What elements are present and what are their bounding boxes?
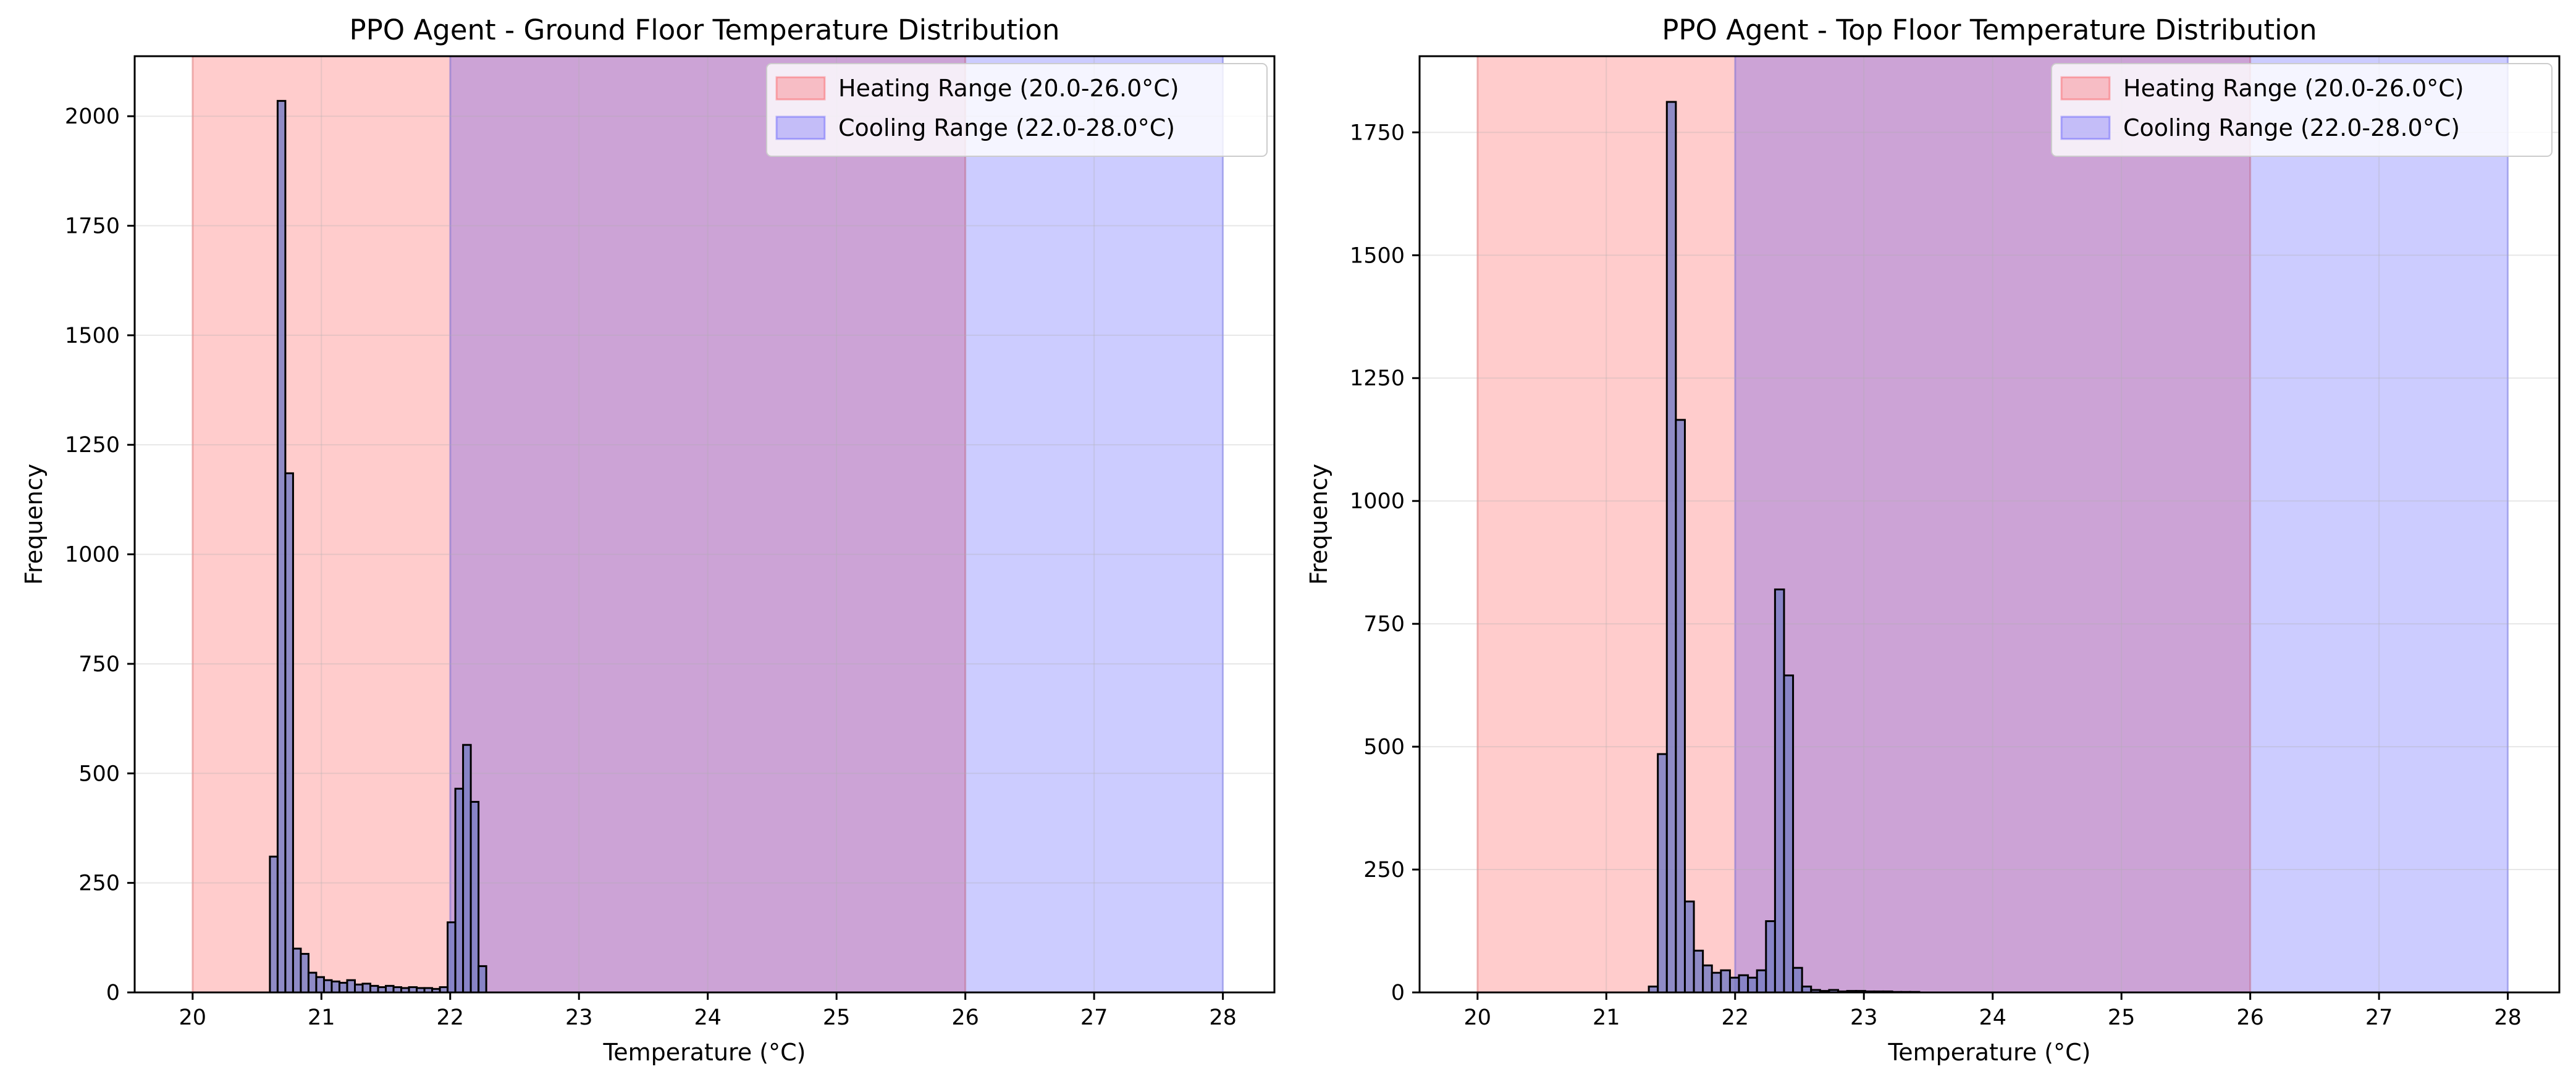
histogram-bar bbox=[469, 800, 480, 994]
histogram-bar bbox=[1720, 969, 1731, 994]
y-tick-label: 500 bbox=[78, 761, 120, 786]
histogram-bar bbox=[330, 980, 340, 994]
legend-label: Heating Range (20.0-26.0°C) bbox=[2123, 75, 2464, 102]
legend-swatch-cooling bbox=[2060, 115, 2111, 140]
x-tick-label: 25 bbox=[2108, 1005, 2136, 1030]
x-tick-label: 24 bbox=[694, 1005, 722, 1030]
histogram-bar bbox=[276, 99, 287, 994]
histogram-bar bbox=[353, 983, 364, 994]
y-tick-label: 1500 bbox=[1350, 243, 1405, 268]
heating-range-band bbox=[1476, 55, 2252, 994]
cooling-range-band bbox=[449, 55, 1224, 994]
x-tick-label: 28 bbox=[1209, 1005, 1237, 1030]
chart-panel-1: 20 21 22 23 24 25 26 27 28 0 250 500 750 1000 1250 1500… bbox=[20, 14, 1276, 1066]
x-tick-label: 24 bbox=[1979, 1005, 2006, 1030]
x-tick-label: 21 bbox=[308, 1005, 335, 1030]
y-tick-label: 2000 bbox=[65, 104, 120, 129]
x-axis-label: Temperature (°C) bbox=[603, 1039, 806, 1066]
histogram-bar bbox=[1783, 674, 1795, 994]
legend-swatch-heating bbox=[2060, 76, 2111, 101]
y-tick-label: 0 bbox=[106, 981, 120, 1005]
chart-title: PPO Agent - Top Floor Temperature Distri… bbox=[1662, 14, 2317, 46]
cooling-range-band bbox=[1734, 55, 2509, 994]
histogram-bar bbox=[1675, 419, 1686, 994]
y-tick-label: 0 bbox=[1391, 981, 1405, 1005]
histogram-bar bbox=[462, 744, 472, 994]
x-tick-label: 22 bbox=[1721, 1005, 1749, 1030]
histogram-bar bbox=[385, 984, 395, 994]
heating-range-band bbox=[192, 55, 967, 994]
histogram-bar bbox=[338, 981, 348, 994]
y-axis-label: Frequency bbox=[1305, 464, 1332, 585]
histogram-bar bbox=[1657, 753, 1668, 994]
histogram-bar bbox=[307, 971, 318, 994]
histogram-bar bbox=[292, 947, 302, 994]
histogram-bar bbox=[447, 921, 457, 994]
x-tick-label: 26 bbox=[951, 1005, 979, 1030]
x-axis-label: Temperature (°C) bbox=[1888, 1039, 2091, 1066]
y-tick-label: 1250 bbox=[1350, 366, 1405, 391]
histogram-bar bbox=[1774, 588, 1785, 994]
histogram-bar bbox=[284, 472, 294, 994]
y-tick-label: 1750 bbox=[65, 214, 120, 239]
histogram-bar bbox=[1693, 949, 1704, 994]
y-tick-label: 1500 bbox=[65, 324, 120, 348]
x-tick-label: 23 bbox=[1850, 1005, 1878, 1030]
y-tick-label: 1750 bbox=[1350, 120, 1405, 145]
histogram-bar bbox=[1747, 976, 1758, 994]
y-tick-label: 1000 bbox=[65, 543, 120, 568]
legend-label: Cooling Range (22.0-28.0°C) bbox=[2123, 114, 2460, 141]
y-tick-label: 250 bbox=[78, 871, 120, 896]
legend: Heating Range (20.0-26.0°C) Cooling Range… bbox=[2051, 63, 2553, 157]
histogram-bar bbox=[300, 953, 309, 994]
x-tick-label: 27 bbox=[1080, 1005, 1108, 1030]
histogram-bar bbox=[1765, 920, 1776, 994]
histogram-bar bbox=[1756, 969, 1767, 994]
histogram-bar bbox=[1683, 900, 1695, 994]
legend-swatch-cooling bbox=[775, 115, 826, 140]
y-tick-label: 1000 bbox=[1350, 489, 1405, 514]
legend-box bbox=[2051, 63, 2553, 157]
histogram-bar bbox=[346, 979, 356, 994]
y-tick-label: 750 bbox=[78, 652, 120, 677]
axes-frame bbox=[133, 55, 1276, 994]
y-tick-label: 1250 bbox=[65, 433, 120, 458]
histogram-bar bbox=[322, 979, 333, 994]
histogram-bar bbox=[478, 965, 487, 994]
axes-frame bbox=[1418, 55, 2561, 994]
x-tick-label: 20 bbox=[179, 1005, 207, 1030]
x-tick-label: 26 bbox=[2236, 1005, 2264, 1030]
x-tick-label: 21 bbox=[1593, 1005, 1620, 1030]
chart-title: PPO Agent - Ground Floor Temperature Dis… bbox=[349, 14, 1059, 46]
y-tick-label: 500 bbox=[1363, 735, 1405, 760]
x-tick-label: 27 bbox=[2365, 1005, 2393, 1030]
histogram-bar bbox=[454, 787, 465, 994]
x-tick-label: 28 bbox=[2494, 1005, 2522, 1030]
histogram-bar bbox=[315, 976, 325, 994]
histogram-bar bbox=[1665, 101, 1677, 994]
histogram-bar bbox=[1728, 976, 1740, 994]
histogram-bar bbox=[361, 983, 372, 994]
chart-panel-2: 20 21 22 23 24 25 26 27 28 0 250 500 750 1000 1250 1500… bbox=[1305, 14, 2561, 1066]
legend-label: Heating Range (20.0-26.0°C) bbox=[838, 75, 1179, 102]
histogram-bar bbox=[1738, 974, 1749, 994]
legend-swatch-heating bbox=[775, 76, 826, 101]
y-axis-label: Frequency bbox=[20, 464, 48, 585]
legend-box bbox=[766, 63, 1268, 157]
x-tick-label: 25 bbox=[823, 1005, 851, 1030]
x-tick-label: 20 bbox=[1464, 1005, 1492, 1030]
x-tick-label: 23 bbox=[565, 1005, 593, 1030]
histogram-bar bbox=[369, 984, 379, 994]
legend-label: Cooling Range (22.0-28.0°C) bbox=[838, 114, 1175, 141]
histogram-bar bbox=[269, 855, 279, 994]
histogram-bar bbox=[1711, 971, 1722, 994]
legend: Heating Range (20.0-26.0°C) Cooling Range… bbox=[766, 63, 1268, 157]
x-tick-label: 22 bbox=[436, 1005, 464, 1030]
y-tick-label: 750 bbox=[1363, 612, 1405, 637]
histogram-bar bbox=[1702, 964, 1713, 994]
y-tick-label: 250 bbox=[1363, 858, 1405, 882]
histogram-bar bbox=[1792, 966, 1803, 994]
